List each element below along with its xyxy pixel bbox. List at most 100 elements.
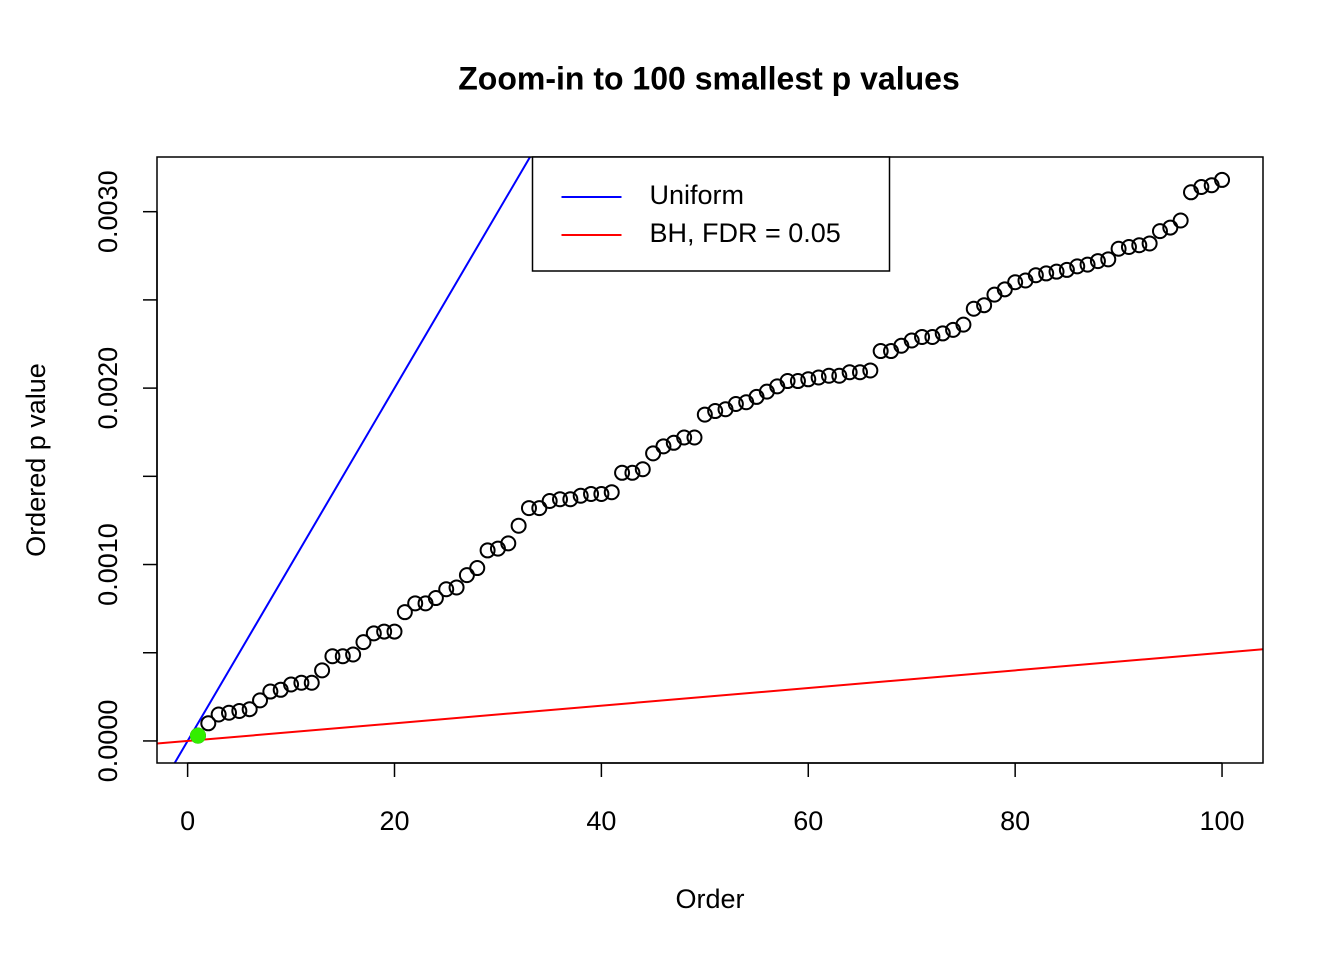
data-point xyxy=(510,517,527,534)
legend: Uniform BH, FDR = 0.05 xyxy=(531,156,891,272)
x-tick-label: 20 xyxy=(379,806,409,836)
data-point xyxy=(1058,261,1075,278)
data-point xyxy=(645,445,662,462)
data-point xyxy=(1141,235,1158,252)
data-point xyxy=(1120,238,1137,255)
data-point xyxy=(1172,212,1189,229)
data-point xyxy=(1089,253,1106,270)
data-point xyxy=(407,595,424,612)
data-point xyxy=(572,487,589,504)
data-point xyxy=(810,369,827,386)
data-point xyxy=(552,491,569,508)
data-point xyxy=(903,332,920,349)
data-point xyxy=(189,727,206,744)
legend-box xyxy=(531,156,891,272)
data-point xyxy=(1100,251,1117,268)
data-point xyxy=(303,674,320,691)
data-point xyxy=(924,328,941,345)
data-point xyxy=(220,704,237,721)
data-point xyxy=(593,485,610,502)
data-point xyxy=(500,535,517,552)
reference-lines xyxy=(157,157,1263,763)
x-tick-label: 60 xyxy=(793,806,823,836)
data-point xyxy=(293,674,310,691)
data-point xyxy=(676,429,693,446)
data-point xyxy=(1214,171,1231,188)
data-point xyxy=(934,325,951,342)
data-point xyxy=(314,662,331,679)
data-point xyxy=(976,297,993,314)
data-point xyxy=(1151,223,1168,240)
data-point xyxy=(386,623,403,640)
y-tick-label: 0.0010 xyxy=(93,523,123,606)
data-point xyxy=(1069,258,1086,275)
x-axis-label: Order xyxy=(675,884,744,914)
data-point xyxy=(862,362,879,379)
data-point xyxy=(355,634,372,651)
data-point xyxy=(541,493,558,510)
data-point xyxy=(779,373,796,390)
data-point xyxy=(479,542,496,559)
points xyxy=(189,171,1231,744)
data-point xyxy=(1007,274,1024,291)
data-point xyxy=(531,500,548,517)
data-point xyxy=(1193,178,1210,195)
data-point xyxy=(262,683,279,700)
data-point xyxy=(427,590,444,607)
legend-label: BH, FDR = 0.05 xyxy=(650,218,841,248)
data-point xyxy=(1027,267,1044,284)
data-point xyxy=(231,702,248,719)
data-point xyxy=(562,491,579,508)
data-point xyxy=(727,395,744,412)
reference-line xyxy=(173,157,532,763)
data-point xyxy=(965,300,982,317)
data-point xyxy=(1079,256,1096,273)
data-point xyxy=(458,567,475,584)
data-point xyxy=(655,438,672,455)
data-point xyxy=(376,623,393,640)
data-point xyxy=(820,367,837,384)
data-point xyxy=(955,316,972,333)
data-point xyxy=(841,364,858,381)
data-point xyxy=(707,403,724,420)
y-tick-label: 0.0030 xyxy=(93,170,123,253)
legend-label: Uniform xyxy=(650,180,745,210)
data-point xyxy=(469,560,486,577)
data-point xyxy=(334,648,351,665)
data-point xyxy=(1038,265,1055,282)
data-point xyxy=(614,464,631,481)
data-point xyxy=(345,646,362,663)
data-point xyxy=(200,715,217,732)
data-point xyxy=(872,343,889,360)
data-point xyxy=(520,500,537,517)
data-point xyxy=(583,485,600,502)
data-point xyxy=(396,604,413,621)
data-point xyxy=(438,581,455,598)
data-point xyxy=(448,579,465,596)
data-point xyxy=(634,461,651,478)
x-tick-label: 80 xyxy=(1000,806,1030,836)
data-point xyxy=(365,625,382,642)
data-point xyxy=(851,364,868,381)
data-point xyxy=(1131,237,1148,254)
data-point xyxy=(1110,240,1127,257)
x-tick-label: 100 xyxy=(1200,806,1245,836)
data-point xyxy=(789,373,806,390)
reference-line xyxy=(157,648,1263,745)
data-point xyxy=(624,464,641,481)
y-axis-label: Ordered p value xyxy=(21,363,51,557)
data-point xyxy=(686,429,703,446)
data-point xyxy=(283,676,300,693)
data-point xyxy=(324,648,341,665)
data-point xyxy=(252,692,269,709)
data-point xyxy=(1048,263,1065,280)
x-tick-label: 40 xyxy=(586,806,616,836)
data-point xyxy=(603,484,620,501)
data-point xyxy=(210,706,227,723)
data-point xyxy=(696,406,713,423)
chart-title: Zoom-in to 100 smallest p values xyxy=(458,60,959,96)
data-point xyxy=(241,701,258,718)
data-point xyxy=(800,371,817,388)
y-tick-label: 0.0020 xyxy=(93,347,123,430)
